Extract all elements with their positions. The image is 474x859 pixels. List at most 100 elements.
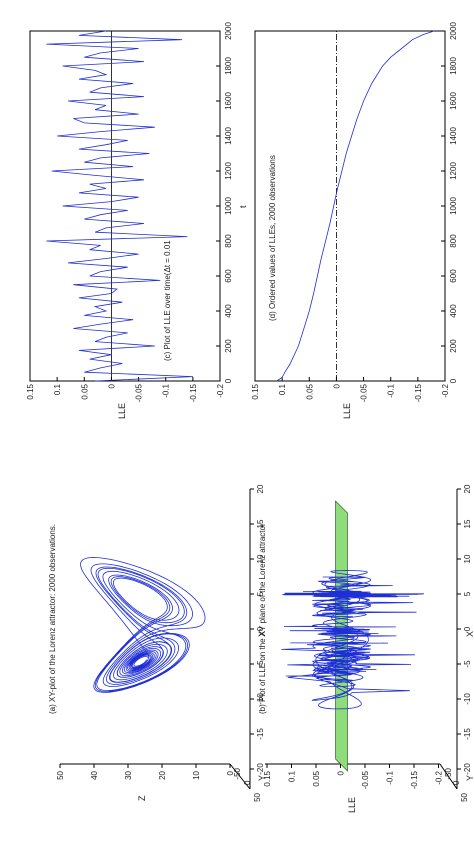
x-tick-label: 15	[463, 519, 472, 528]
x-tick-label: 10	[256, 554, 265, 563]
y-tick-label: 0.1	[278, 383, 287, 395]
x-tick-label: -20	[256, 763, 265, 775]
z-tick-label: 0	[226, 770, 235, 775]
panel-d-ordered-lle-trace	[276, 30, 435, 382]
panel-c: (c) Plot of LLE over time(Δt = 0.01 0.15…	[26, 22, 248, 419]
x-tick-label: 0	[256, 626, 265, 631]
x-tick-label: -10	[463, 693, 472, 705]
y-tick-label: -0.2	[216, 383, 225, 397]
y-tick-label: -0.1	[387, 383, 396, 397]
z-tick-label: 40	[90, 770, 99, 779]
x-tick-label: 400	[449, 304, 458, 318]
x-tick-label: -5	[463, 660, 472, 668]
panel-c-lle-trace	[46, 30, 193, 382]
panel-a: (a) XY-plot of the Lorenz attractor: 200…	[48, 484, 267, 802]
z-tick-label: 10	[192, 770, 201, 779]
panel-a-title: (a) XY-plot of the Lorenz attractor: 200…	[48, 524, 57, 714]
y-tick-label: 0	[243, 780, 252, 785]
y-tick-label: 50	[253, 792, 262, 801]
x-tick-label: -15	[463, 728, 472, 740]
panel-a-y-ticks: 50 0-50	[233, 767, 262, 801]
x-tick-label: 1800	[449, 57, 458, 75]
z-tick-label: -0.2	[435, 770, 444, 784]
x-tick-label: 0	[224, 378, 233, 383]
x-tick-label: 1200	[449, 162, 458, 180]
x-tick-label: 0	[463, 626, 472, 631]
y-tick-label: -50	[444, 767, 453, 779]
z-tick-label: -0.15	[410, 770, 419, 789]
panel-a-z-ticks: 50 40 30 20 10 0	[56, 764, 235, 780]
x-tick-label: 2000	[449, 22, 458, 40]
x-tick-label: 0	[449, 378, 458, 383]
x-tick-label: 15	[256, 519, 265, 528]
y-tick-label: -50	[233, 767, 242, 779]
x-tick-label: 5	[256, 591, 265, 596]
y-tick-label: 0.05	[80, 383, 89, 399]
z-tick-label: -0.05	[361, 770, 370, 789]
panel-c-x-ticks: 0 200 400 600 800 1000 1200 1400 1600 1800 2000	[216, 22, 233, 383]
z-tick-label: 0.1	[288, 770, 297, 782]
y-tick-label: 0.15	[251, 383, 260, 399]
panel-d: (d) Ordered values of LLEs, 2000 observa…	[251, 22, 458, 419]
x-tick-label: -5	[256, 660, 265, 668]
y-tick-label: -0.15	[189, 383, 198, 402]
panel-d-x-ticks: 0 200 400 600 800 1000 1200 1400 1600 1800 2000	[441, 22, 458, 383]
x-tick-label: 600	[224, 269, 233, 283]
panel-b-x-label: X	[465, 631, 474, 637]
x-tick-label: 200	[449, 339, 458, 353]
panel-d-y-label: LLE	[342, 403, 352, 419]
x-tick-label: 10	[463, 554, 472, 563]
panel-b-lle-trace	[281, 570, 425, 710]
y-tick-label: -0.05	[135, 383, 144, 402]
x-tick-label: 1400	[224, 127, 233, 145]
panel-b: (b) Plot of LLE on the XY plane of the L…	[258, 484, 474, 813]
y-tick-label: -0.05	[360, 383, 369, 402]
panel-b-z-ticks: 0.15 0.1 0.05 0 -0.05 -0.1 -0.15 -0.2	[263, 764, 444, 789]
x-tick-label: 1000	[449, 197, 458, 215]
x-tick-label: 1200	[224, 162, 233, 180]
y-tick-label: 0	[332, 383, 341, 388]
x-tick-label: 20	[256, 484, 265, 493]
y-tick-label: -0.2	[441, 383, 450, 397]
x-tick-label: 1400	[449, 127, 458, 145]
y-tick-label: -0.15	[414, 383, 423, 402]
panel-b-y-ticks: 50 0-50	[444, 767, 469, 801]
z-tick-label: 20	[158, 770, 167, 779]
y-tick-label: -0.1	[162, 383, 171, 397]
x-tick-label: 1000	[224, 197, 233, 215]
z-tick-label: 0	[337, 770, 346, 775]
z-tick-label: 0.15	[263, 770, 272, 786]
x-tick-label: 400	[224, 304, 233, 318]
z-tick-label: 50	[56, 770, 65, 779]
panel-d-title: (d) Ordered values of LLEs, 2000 observa…	[268, 155, 277, 321]
y-tick-label: 0.15	[26, 383, 35, 399]
x-tick-label: 1800	[224, 57, 233, 75]
x-tick-label: -10	[256, 693, 265, 705]
x-tick-label: 800	[224, 234, 233, 248]
panel-a-y-label: Y	[257, 775, 267, 781]
panel-a-z-label: Z	[137, 795, 147, 801]
y-tick-label: 0.1	[53, 383, 62, 395]
y-tick-label: 50	[460, 792, 469, 801]
x-tick-label: 5	[463, 591, 472, 596]
panel-a-attractor-trace	[80, 557, 206, 693]
x-tick-label: 200	[224, 339, 233, 353]
x-tick-label: 1600	[224, 92, 233, 110]
panel-b-z-label: LLE	[347, 797, 357, 813]
y-tick-label: 0	[452, 780, 461, 785]
x-tick-label: 20	[463, 484, 472, 493]
panel-b-y-label: Y	[465, 775, 474, 781]
panel-b-title: (b) Plot of LLE on the XY plane of the L…	[258, 523, 267, 714]
panel-a-x-label: X	[257, 631, 267, 637]
y-tick-label: 0.05	[305, 383, 314, 399]
z-tick-label: -0.1	[386, 770, 395, 784]
panel-c-title: (c) Plot of LLE over time(Δt = 0.01	[163, 240, 172, 361]
panel-c-y-label: LLE	[117, 403, 127, 419]
x-tick-label: 600	[449, 269, 458, 283]
x-tick-label: 800	[449, 234, 458, 248]
x-tick-label: 1600	[449, 92, 458, 110]
z-tick-label: 0.05	[312, 770, 321, 786]
z-tick-label: 30	[124, 770, 133, 779]
x-tick-label: -15	[256, 728, 265, 740]
